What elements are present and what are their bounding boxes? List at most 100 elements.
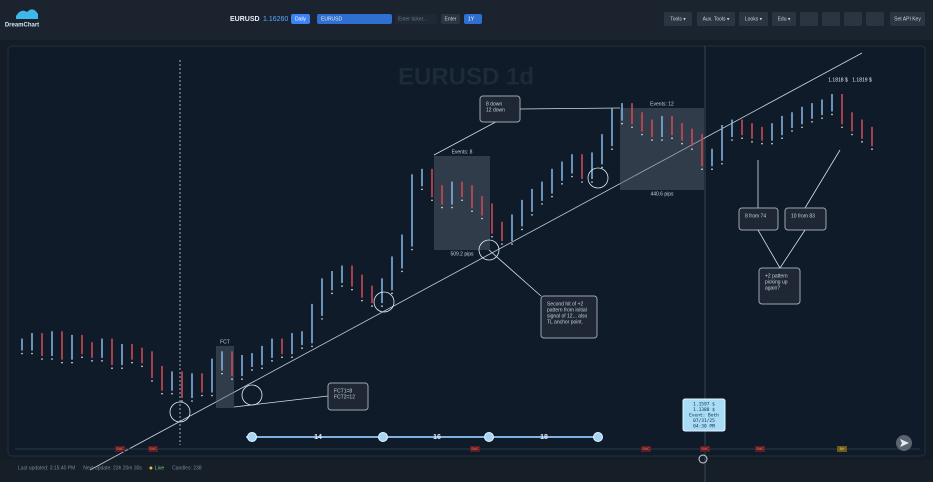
tooltip-box — [682, 398, 726, 432]
timeline-node[interactable] — [378, 432, 388, 442]
bar-dot — [811, 120, 813, 123]
menu-label[interactable]: Aux. Tools ▾ — [703, 16, 730, 22]
bar-dot — [761, 142, 763, 145]
tooltip-text: 07/31/25 — [693, 418, 715, 424]
bar-dot — [321, 318, 323, 320]
marker: BH — [840, 447, 845, 451]
note-text: again? — [765, 285, 780, 291]
marker: SMC — [756, 447, 764, 451]
symbol: EURUSD — [230, 16, 260, 23]
marker-tag — [837, 446, 847, 452]
ticker-select-text[interactable]: EURUSD — [321, 16, 343, 22]
bar-dot — [691, 148, 693, 150]
bar-dot — [361, 299, 363, 302]
ticker-input-text[interactable]: Enter ticker... — [398, 16, 427, 22]
note-text: picking up — [765, 279, 788, 285]
bar-dot — [561, 183, 563, 185]
menu-button[interactable] — [664, 12, 692, 26]
note-text: FCT2=12 — [334, 394, 355, 400]
bar-dot — [791, 130, 793, 132]
bar-dot — [451, 206, 453, 209]
timeline-node[interactable] — [247, 432, 257, 442]
note-text: pattern from initial — [547, 307, 587, 313]
range-select[interactable] — [464, 14, 482, 24]
note-text: 8 down — [486, 101, 502, 107]
bar-dot — [231, 378, 233, 380]
note-text: TL anchor point. — [547, 319, 583, 325]
range[interactable]: 1Y — [468, 16, 475, 22]
bar-dot — [141, 365, 143, 368]
bar-dot — [711, 168, 713, 171]
note-connector — [779, 229, 806, 269]
note-text: 10 from 83 — [791, 213, 815, 219]
note-text: +2 pattern — [765, 273, 788, 279]
menu-label[interactable]: Tools ▾ — [670, 16, 686, 22]
bar-dot — [31, 352, 33, 355]
bar-dot — [181, 400, 183, 402]
bar-dot — [511, 243, 513, 245]
note-box[interactable] — [784, 207, 827, 231]
enter-button[interactable] — [441, 14, 460, 24]
bar-dot — [41, 358, 43, 360]
note-box[interactable] — [758, 267, 801, 305]
bar-dot — [131, 361, 133, 364]
menu-button[interactable] — [739, 12, 768, 26]
bar-dot — [431, 199, 433, 202]
note-box[interactable] — [327, 382, 369, 411]
ticker-input[interactable] — [395, 14, 437, 24]
note-box[interactable] — [738, 207, 779, 231]
icon-button[interactable] — [866, 12, 884, 26]
time-handle[interactable] — [698, 454, 708, 464]
bar-dot — [751, 141, 753, 143]
api[interactable]: Set API Key — [894, 16, 921, 22]
logo-icon — [16, 9, 38, 19]
bar-dot — [241, 378, 243, 380]
bar-dot — [651, 139, 653, 141]
zone-pips: 509.2 pips — [450, 251, 474, 257]
fct-zone — [216, 346, 234, 408]
bar-dot — [481, 217, 483, 220]
menu-button[interactable] — [772, 12, 796, 26]
zone-events: Events: 8 — [452, 149, 473, 155]
timeline-label: 16 — [433, 434, 441, 441]
tooltip-text: 1.1597 $ — [693, 402, 715, 408]
note-text: Second hit of +2 — [547, 301, 583, 307]
icon-button[interactable] — [844, 12, 862, 26]
bar-dot — [631, 126, 633, 129]
bar-dot — [671, 137, 673, 139]
timeline-node[interactable] — [484, 432, 494, 442]
footer-text: Next update: 23h 20m 30s — [83, 465, 142, 471]
interval[interactable]: Daily — [295, 16, 307, 22]
timeline-label: 18 — [540, 434, 548, 441]
bar-dot — [111, 367, 113, 369]
bar-dot — [61, 361, 63, 364]
send-icon — [900, 439, 909, 447]
bar-dot — [581, 181, 583, 183]
icon-button[interactable] — [822, 12, 840, 26]
bar-dot — [211, 394, 213, 397]
menu-button[interactable] — [697, 12, 735, 26]
marker: SMC — [149, 447, 157, 451]
bar-dot — [91, 360, 93, 362]
bar-dot — [661, 139, 663, 141]
bar-dot — [701, 168, 703, 171]
menu-label[interactable]: Looks ▾ — [745, 16, 763, 22]
enter[interactable]: Enter — [445, 16, 457, 22]
note-connector — [233, 395, 329, 408]
bar-dot — [611, 148, 613, 150]
menu-label[interactable]: Edu ▾ — [778, 16, 791, 22]
bar-dot — [681, 142, 683, 145]
bar-dot — [831, 113, 833, 116]
note-connector — [804, 149, 841, 209]
note-box[interactable] — [540, 295, 598, 339]
marker-tag — [470, 446, 480, 452]
ticker-select[interactable] — [317, 14, 392, 24]
timeline-node[interactable] — [593, 432, 603, 442]
price-label: 1.1819 $ — [852, 77, 872, 83]
interval-button[interactable] — [291, 14, 310, 24]
bar-dot — [391, 292, 393, 295]
signal-ring — [169, 401, 191, 423]
api-button[interactable] — [890, 12, 925, 26]
icon-button[interactable] — [800, 12, 818, 26]
bar-dot — [531, 214, 533, 216]
